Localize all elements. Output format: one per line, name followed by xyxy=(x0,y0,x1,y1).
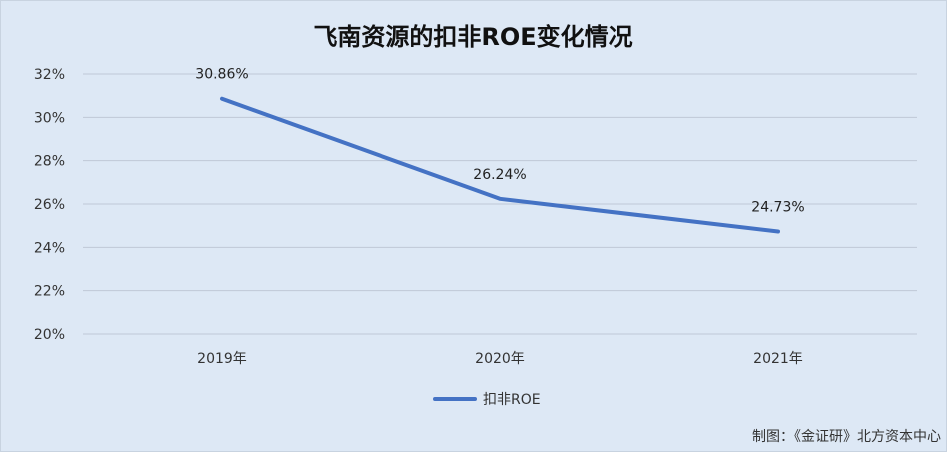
y-tick-label: 32% xyxy=(34,67,65,83)
y-tick-label: 24% xyxy=(34,240,65,256)
legend: 扣非ROE xyxy=(433,392,541,408)
x-tick-label: 2020年 xyxy=(475,351,525,367)
y-tick-label: 30% xyxy=(34,110,65,126)
x-tick-label: 2019年 xyxy=(197,351,247,367)
data-label: 30.86% xyxy=(195,67,248,83)
y-tick-label: 28% xyxy=(34,154,65,170)
y-tick-label: 20% xyxy=(34,327,65,343)
data-label: 26.24% xyxy=(473,167,526,183)
data-label: 24.73% xyxy=(751,200,804,216)
y-tick-label: 22% xyxy=(34,284,65,300)
data-labels: 30.86% 26.24% 24.73% xyxy=(195,67,804,216)
x-axis-ticks: 2019年 2020年 2021年 xyxy=(197,351,803,367)
source-note: 制图：《金证研》北方资本中心 xyxy=(752,429,941,445)
series-lines xyxy=(220,96,780,234)
y-axis-ticks: 20% 22% 24% 26% 28% 30% 32% xyxy=(34,67,65,343)
gridlines xyxy=(83,73,917,335)
chart-title: 飞南资源的扣非ROE变化情况 xyxy=(313,23,632,51)
legend-label: 扣非ROE xyxy=(483,392,541,408)
y-tick-label: 26% xyxy=(34,197,65,213)
x-tick-label: 2021年 xyxy=(753,351,803,367)
series-line xyxy=(220,96,780,234)
